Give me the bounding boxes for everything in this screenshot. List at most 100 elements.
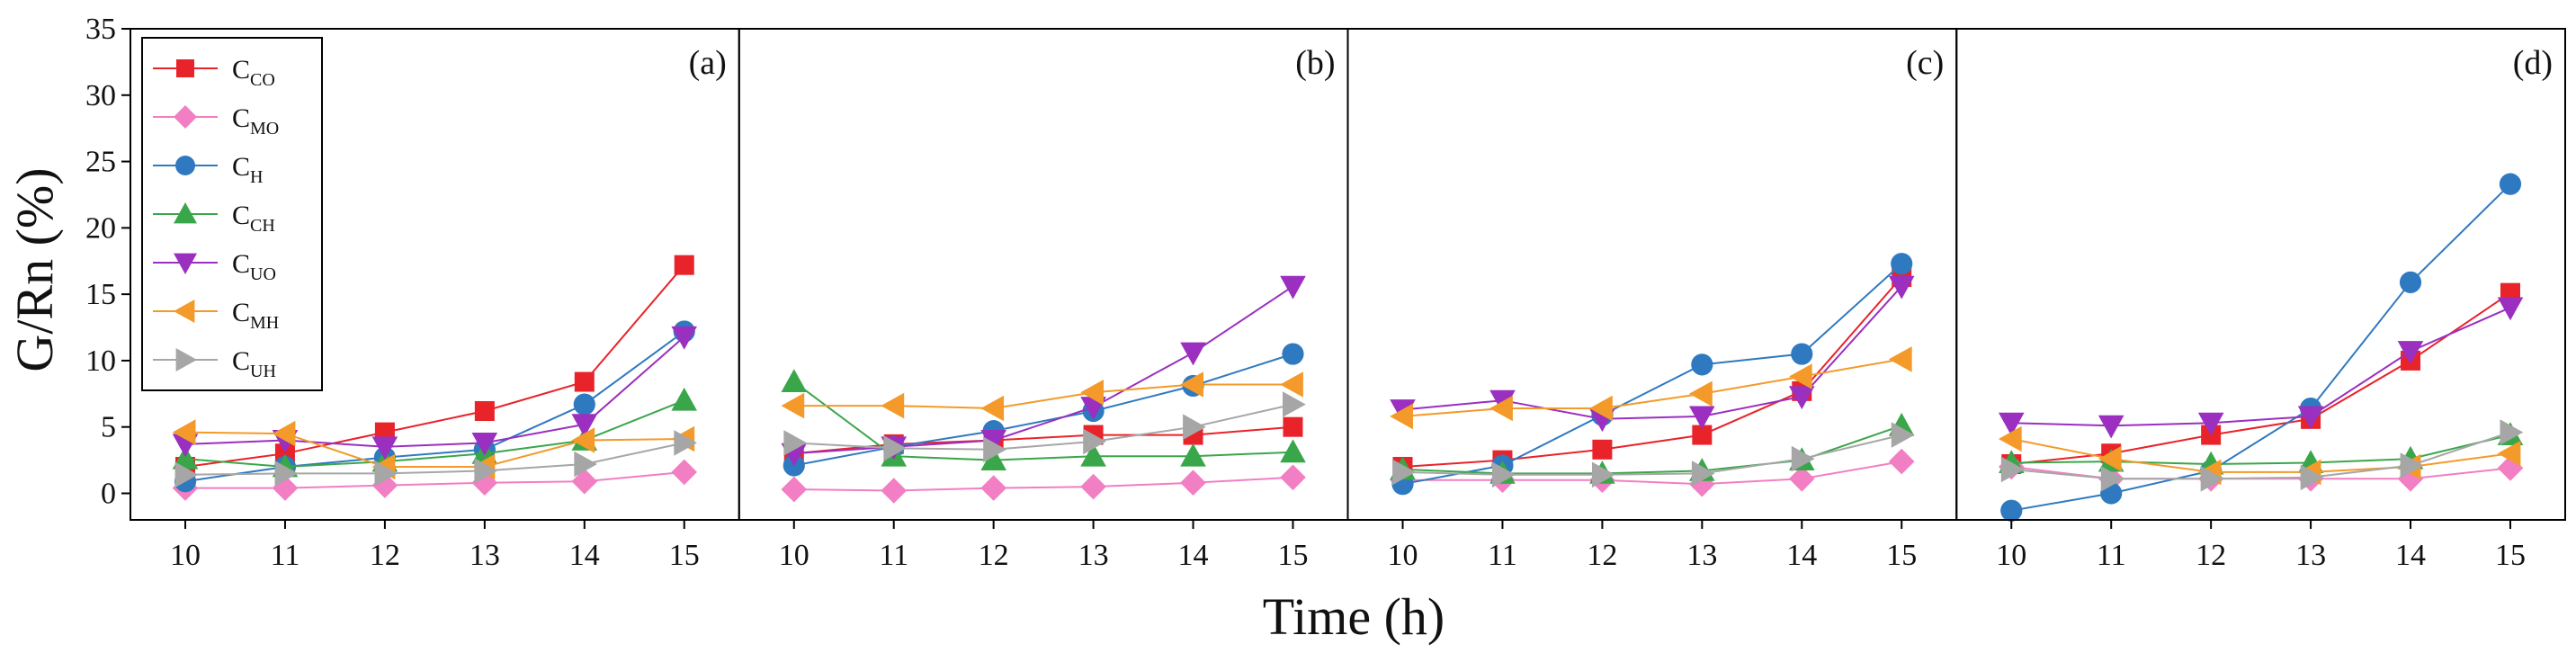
data-point [2397, 341, 2424, 364]
data-point [2497, 440, 2521, 467]
data-point [783, 430, 808, 456]
data-point [1180, 470, 1206, 496]
series-line [793, 425, 1293, 455]
x-tick-label: 11 [1488, 539, 1517, 572]
data-point [1789, 363, 1812, 389]
y-tick-label: 10 [85, 344, 116, 378]
data-point [1891, 253, 1913, 275]
data-point [174, 461, 199, 488]
data-point [2300, 464, 2324, 491]
data-point [2097, 415, 2124, 439]
series-MO [781, 464, 1306, 504]
data-point [1280, 371, 1303, 398]
series-line [1402, 263, 1902, 486]
panel-label: (d) [2513, 44, 2553, 82]
series-line [184, 264, 685, 468]
series-line [2011, 306, 2511, 427]
y-axis: 0 5 10 15 20 25 30 35 [85, 13, 130, 510]
x-tick-label: 11 [879, 539, 908, 572]
data-point [1791, 343, 1813, 365]
data-point [1283, 391, 1306, 417]
data-point [1280, 464, 1306, 491]
x-tick-label: 15 [1886, 539, 1917, 572]
data-point [2097, 445, 2122, 472]
x-tick-label: 14 [569, 539, 600, 572]
data-point [2000, 499, 2023, 522]
x-tick-label: 13 [1078, 539, 1109, 572]
legend-label-subscript: CH [250, 216, 275, 236]
series-line [1402, 285, 1902, 420]
panel-2: 10 11 12 13 14 15 (b) [738, 28, 1349, 572]
data-point [474, 458, 498, 484]
series-UH [783, 391, 1306, 463]
data-point [1691, 461, 1715, 487]
data-point [1080, 380, 1104, 406]
series-line [1402, 425, 1902, 475]
data-point [671, 387, 697, 411]
x-tick-label: 13 [2295, 539, 2326, 572]
y-tick-label: 20 [85, 211, 116, 245]
series-line [793, 476, 1293, 492]
y-tick-label: 25 [85, 146, 116, 179]
panel-frame [1955, 28, 2566, 521]
x-tick-label: 12 [370, 539, 400, 572]
data-point [1283, 416, 1303, 437]
x-tick-label: 15 [1277, 539, 1308, 572]
data-point [1282, 343, 1304, 365]
legend-entry: CUH [153, 346, 276, 381]
data-point [1180, 371, 1203, 398]
series-H [2000, 173, 2522, 522]
panel-label: (c) [1906, 44, 1944, 82]
data-point [1888, 275, 1915, 300]
series-UH [2000, 419, 2524, 492]
x-tick-label: 15 [2495, 539, 2526, 572]
series-line [793, 403, 1293, 451]
series-UO [1390, 275, 1915, 433]
data-point [2500, 419, 2524, 445]
data-point [1999, 412, 2025, 436]
legend-marker [174, 300, 195, 323]
data-point [574, 451, 598, 478]
series-line [184, 442, 684, 476]
data-point [272, 420, 296, 447]
data-point [980, 475, 1006, 501]
data-point [474, 400, 495, 421]
series-line [184, 330, 685, 483]
data-point [2497, 297, 2524, 321]
data-point [2200, 466, 2224, 492]
data-point [674, 255, 694, 275]
data-point [980, 430, 1006, 453]
data-point [1888, 448, 1915, 475]
data-point [2000, 456, 2025, 483]
data-point [1789, 466, 1815, 492]
data-point [1183, 414, 1206, 440]
legend-label-subscript: MO [250, 119, 279, 139]
data-point [980, 395, 1005, 422]
series-H [783, 343, 1304, 477]
series-line [184, 431, 684, 468]
panel-4: 10 11 12 13 14 15 (d) [1955, 28, 2566, 572]
series-line [1402, 358, 1902, 417]
series-MH [1390, 346, 1912, 430]
y-tick-label: 35 [85, 13, 116, 46]
data-point [1080, 443, 1106, 467]
series-line [793, 383, 1293, 410]
series-line [2011, 431, 2511, 480]
series-line [2011, 434, 2511, 466]
series-line [793, 353, 1293, 467]
y-tick-label: 0 [101, 477, 116, 510]
series-line [1402, 434, 1902, 476]
panel-1: 10 11 12 13 14 15 (a) [130, 28, 740, 572]
data-point [781, 476, 808, 503]
legend-label-subscript: CO [250, 70, 275, 90]
y-tick-label: 5 [101, 411, 116, 444]
series-CH [1999, 422, 2524, 475]
x-tick-label: 11 [2097, 539, 2126, 572]
data-point [781, 369, 808, 392]
x-tick-label: 10 [1996, 539, 2026, 572]
data-point [1390, 403, 1413, 430]
data-point [1692, 425, 1713, 445]
data-point [2100, 466, 2124, 492]
y-tick-label: 15 [85, 278, 116, 311]
